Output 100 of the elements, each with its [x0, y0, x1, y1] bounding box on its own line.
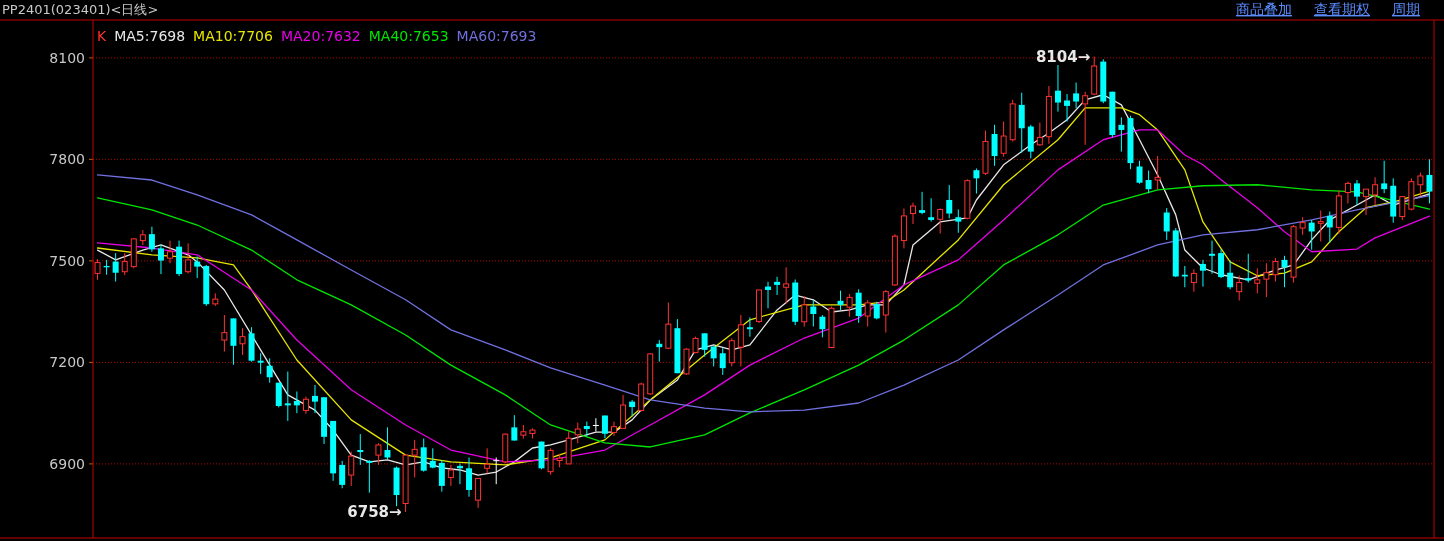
candlestick	[221, 314, 228, 353]
candlestick	[1254, 267, 1261, 294]
annotation: 8104→	[1035, 47, 1091, 66]
candlestick	[1372, 176, 1379, 206]
candlestick	[1381, 160, 1388, 194]
candlestick	[1064, 93, 1071, 122]
y-tick-label: 7800	[49, 151, 85, 168]
candlestick	[864, 299, 871, 328]
candlestick	[701, 332, 708, 358]
candlestick	[447, 464, 454, 487]
candlestick	[239, 327, 246, 356]
candlestick	[466, 456, 473, 498]
candlestick	[1190, 268, 1197, 293]
candlestick	[801, 295, 808, 328]
candlestick	[1363, 188, 1370, 216]
candlestick	[1082, 91, 1089, 146]
candlestick	[846, 293, 853, 318]
candlestick	[1317, 209, 1324, 243]
candlestick	[710, 345, 717, 367]
candlestick	[737, 314, 744, 367]
candlestick	[728, 337, 735, 367]
candlestick	[257, 352, 264, 375]
candlestick	[611, 421, 617, 437]
candlestick	[1018, 92, 1025, 154]
candlestick	[194, 255, 201, 279]
candlestick	[1272, 257, 1279, 283]
candlestick	[493, 456, 500, 485]
chart-title: PP2401(023401)<日线>	[2, 2, 159, 17]
candlestick	[411, 439, 418, 478]
candlestick	[1073, 82, 1080, 109]
text: 商品叠加	[1236, 1, 1292, 17]
candlestick	[266, 357, 273, 384]
candlestick	[438, 459, 445, 493]
candlestick	[774, 276, 781, 296]
candlestick	[1236, 275, 1243, 301]
candlestick	[656, 339, 663, 363]
text: 周期	[1392, 1, 1420, 17]
candlestick	[919, 191, 926, 215]
candlestick	[1136, 160, 1143, 185]
candlestick	[882, 289, 889, 334]
candlestick	[1118, 116, 1125, 153]
candlestick	[366, 459, 373, 494]
candlestick	[1145, 170, 1152, 194]
candlestick	[484, 447, 491, 474]
candlestick	[167, 240, 174, 264]
y-tick-label: 6900	[49, 455, 85, 472]
y-tick-label: 8100	[49, 49, 85, 66]
candlestick	[1426, 158, 1433, 204]
candlestick	[1154, 155, 1161, 190]
text: 查看期权	[1314, 1, 1370, 17]
candlestick	[937, 207, 944, 234]
candlestick	[765, 281, 772, 309]
candlestick	[312, 384, 318, 414]
candlestick	[1353, 179, 1360, 206]
candlestick	[819, 314, 826, 338]
candlestick	[348, 451, 355, 487]
candlestick	[1399, 196, 1406, 221]
candlestick	[1227, 260, 1234, 290]
y-tick-label: 7500	[49, 252, 85, 269]
candlestick	[148, 226, 155, 253]
candlestick	[293, 390, 300, 414]
candlestick	[547, 447, 554, 476]
annotation: 6758→	[347, 502, 402, 521]
candlestick	[955, 208, 962, 234]
candlestick	[1054, 64, 1061, 113]
candlestick	[1326, 210, 1333, 244]
candlestick	[810, 299, 817, 328]
candlestick	[1245, 253, 1252, 284]
candlestick	[121, 252, 128, 276]
candlestick	[746, 316, 753, 338]
candlestick	[973, 168, 980, 195]
y-tick-label: 7200	[49, 354, 85, 371]
candlestick	[1308, 219, 1315, 251]
candlestick	[420, 438, 427, 473]
candlestick	[1209, 240, 1215, 275]
candlestick	[1199, 259, 1206, 288]
legend: K MA5:7698 MA10:7706 MA20:7632 MA40:7653 MA60:7693	[97, 28, 537, 44]
candlestick	[946, 184, 953, 219]
candlestick	[357, 433, 364, 466]
candlestick	[511, 414, 518, 442]
candlestick	[991, 124, 998, 167]
candlestick	[855, 288, 862, 324]
candlestick	[375, 442, 382, 466]
candlestick	[1417, 172, 1424, 198]
candlestick	[783, 266, 790, 305]
candlestick	[384, 426, 391, 460]
candlestick	[719, 347, 726, 376]
candlestick	[1036, 121, 1043, 147]
candlestick	[475, 477, 482, 509]
candlestick	[574, 422, 581, 444]
candlestick	[592, 417, 599, 432]
candlestick	[339, 460, 346, 489]
candlestick	[837, 290, 844, 311]
candlestick	[629, 399, 636, 418]
candlestick	[112, 252, 119, 283]
candlestick	[185, 242, 192, 274]
candlestick	[1263, 262, 1270, 298]
candlestick	[284, 371, 291, 422]
candlestick	[1163, 207, 1170, 241]
candlestick	[1344, 181, 1351, 204]
